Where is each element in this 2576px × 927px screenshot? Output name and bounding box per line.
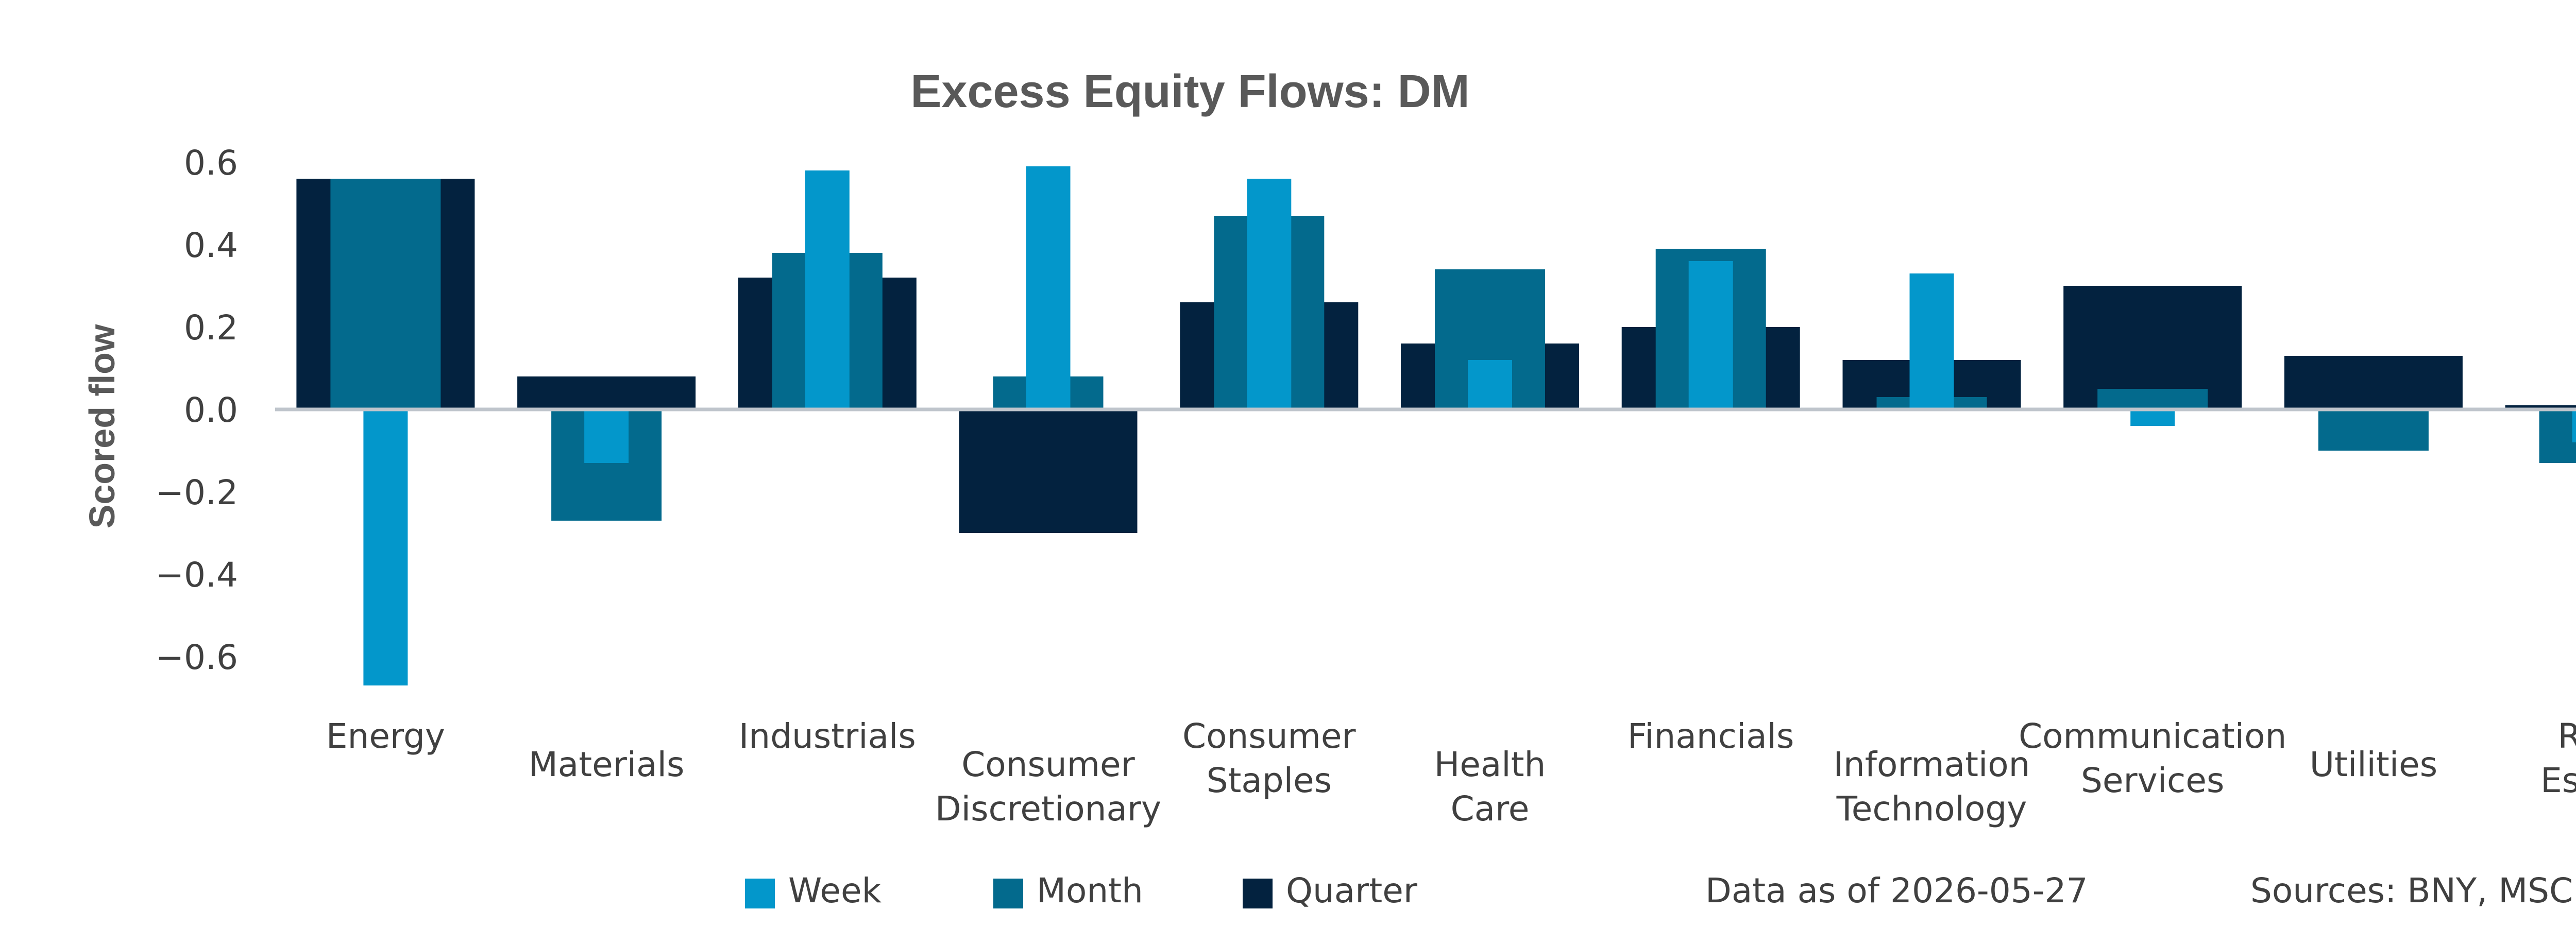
legend-label-month: Month — [1037, 871, 1143, 911]
category-label: Health Care — [1434, 745, 1546, 829]
bar-week — [1026, 166, 1071, 409]
bar-week — [2572, 409, 2576, 442]
legend: Week Month Quarter — [745, 871, 1418, 911]
bar-week — [1688, 261, 1733, 409]
bar-quarter — [517, 376, 696, 409]
y-tick-label: −0.4 — [156, 555, 238, 595]
category-label: Utilities — [2310, 745, 2437, 784]
bar-week — [363, 409, 408, 685]
bar-month — [330, 179, 441, 409]
category-label: Information Technology — [1833, 745, 2030, 829]
category-label: Financials — [1628, 716, 1794, 756]
bars-group — [296, 166, 2576, 685]
data-as-of-note: Data as of 2026-05-27 — [1705, 871, 2088, 911]
bar-quarter — [2505, 405, 2576, 409]
category-label: Consumer Staples — [1182, 716, 1356, 800]
category-label: Consumer Discretionary — [935, 745, 1161, 829]
y-tick-label: 0.2 — [184, 308, 238, 348]
y-tick-label: 0.0 — [184, 390, 238, 430]
legend-swatch-quarter — [1243, 879, 1273, 908]
bar-week — [2130, 409, 2175, 426]
bar-week — [1247, 179, 1292, 409]
category-label: Communication Services — [2019, 716, 2286, 800]
bar-quarter — [2284, 356, 2463, 409]
bar-week — [584, 409, 629, 463]
bar-month — [2097, 389, 2208, 409]
legend-label-quarter: Quarter — [1286, 871, 1418, 911]
bar-week — [1909, 273, 1954, 409]
bar-month — [2539, 409, 2576, 463]
y-tick-label: −0.6 — [156, 638, 238, 677]
y-tick-label: −0.2 — [156, 473, 238, 512]
y-axis-label: Scored flow — [82, 324, 122, 528]
legend-label-week: Week — [788, 871, 882, 911]
bar-week — [805, 170, 850, 409]
sources-note: Sources: BNY, MSCI — [2250, 871, 2576, 911]
bar-quarter — [959, 409, 1138, 533]
category-labels: Energy Materials Industrials Consumer Discre… — [326, 716, 2576, 829]
y-axis-ticks: 0.6 0.4 0.2 0.0 −0.2 −0.4 −0.6 — [156, 143, 238, 677]
chart-title: Excess Equity Flows: DM — [910, 66, 1469, 117]
bar-week — [1468, 360, 1512, 409]
category-label: Materials — [529, 745, 685, 784]
legend-swatch-month — [993, 879, 1023, 908]
category-label: Energy — [326, 716, 445, 756]
category-label: RealEstate — [2540, 716, 2576, 800]
y-tick-label: 0.4 — [184, 226, 238, 265]
y-tick-label: 0.6 — [184, 143, 238, 183]
legend-swatch-week — [745, 879, 775, 908]
category-label: Industrials — [739, 716, 916, 756]
bar-month — [2318, 409, 2429, 451]
